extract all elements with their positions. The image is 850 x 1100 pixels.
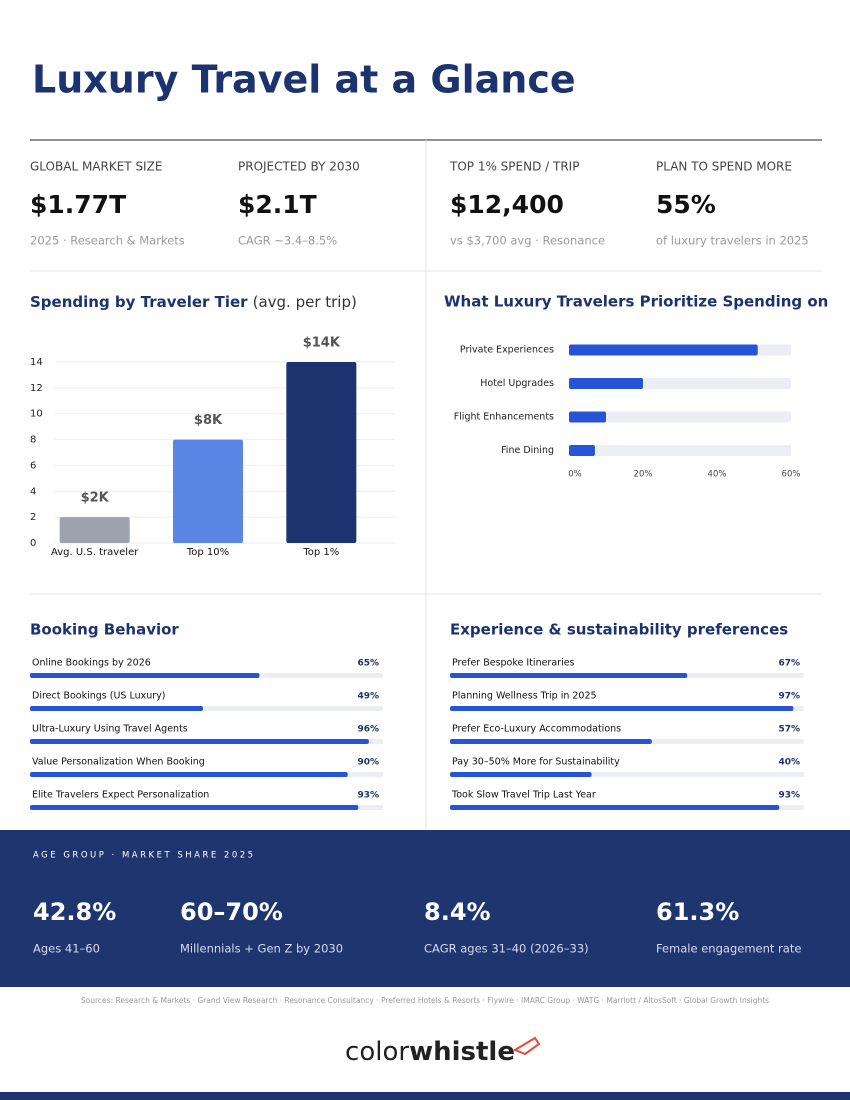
bar-track <box>569 445 791 456</box>
kpi-note: of luxury travelers in 2025 <box>656 234 809 248</box>
row-label: Prefer Eco-Luxury Accommodations <box>452 724 621 735</box>
chart-title-main: Spending by Traveler Tier <box>30 293 248 311</box>
chart-title: Booking Behavior <box>30 621 179 639</box>
bar-track <box>569 411 791 423</box>
banner-value: 42.8% <box>33 898 116 926</box>
bar <box>569 344 758 356</box>
y-tick-label: 2 <box>30 512 36 523</box>
bar <box>173 439 243 543</box>
y-tick-label: 6 <box>30 460 36 471</box>
banner <box>0 830 850 987</box>
kpi-value: $2.1T <box>238 190 317 219</box>
bar <box>30 706 203 711</box>
footer-bar <box>0 1092 850 1100</box>
x-tick-label: 40% <box>708 470 727 480</box>
value-label: 65% <box>357 659 379 669</box>
kpi-label: PROJECTED BY 2030 <box>238 160 360 174</box>
banner-value: 8.4% <box>424 898 491 926</box>
x-tick-label: Top 1% <box>302 547 339 558</box>
value-label: 49% <box>357 692 379 702</box>
chart-subtitle: (avg. per trip) <box>253 293 357 311</box>
y-tick-label: Fine Dining <box>501 445 554 456</box>
kpi-label: TOP 1% SPEND / TRIP <box>449 160 579 174</box>
bar <box>450 673 688 678</box>
y-tick-label: 14 <box>30 357 43 368</box>
y-tick-label: Hotel Upgrades <box>480 378 554 389</box>
kpi-note: vs $3,700 avg · Resonance <box>450 234 605 248</box>
kpi-note: 2025 · Research & Markets <box>30 234 185 248</box>
y-tick-label: 10 <box>30 409 43 420</box>
x-tick-label: 20% <box>634 470 653 480</box>
banner-label: Ages 41–60 <box>33 942 100 956</box>
sources: Sources: Research & Markets · Grand View… <box>81 996 769 1005</box>
bar <box>450 772 592 777</box>
kpi-value: $12,400 <box>450 190 564 219</box>
kpi-note: CAGR ~3.4–8.5% <box>238 234 337 248</box>
y-tick-label: Flight Enhancements <box>454 412 554 423</box>
bar <box>569 445 595 456</box>
bar <box>30 772 348 777</box>
y-tick-label: 0 <box>30 538 36 549</box>
banner-label: Female engagement rate <box>656 942 801 956</box>
value-label: 96% <box>357 725 379 735</box>
chart-title: Spending by Traveler Tier (avg. per trip) <box>30 293 357 311</box>
x-tick-label: 60% <box>782 470 801 480</box>
value-label: 97% <box>778 692 800 702</box>
row-label: Pay 30–50% More for Sustainability <box>452 757 620 768</box>
x-tick-label: 0% <box>568 470 582 480</box>
bar <box>30 739 369 744</box>
banner-value: 60–70% <box>180 898 283 926</box>
bar <box>569 411 606 423</box>
bar <box>30 805 359 810</box>
bar <box>450 706 794 711</box>
kpi-value: 55% <box>656 190 716 219</box>
x-tick-label: Top 10% <box>186 547 229 558</box>
chart-title: Experience & sustainability preferences <box>450 621 788 639</box>
bar <box>30 673 260 678</box>
value-label: 67% <box>778 659 800 669</box>
bar <box>286 362 357 543</box>
x-tick-label: Avg. U.S. traveler <box>51 547 139 558</box>
banner-label: Millennials + Gen Z by 2030 <box>180 942 343 956</box>
kpi-label: PLAN TO SPEND MORE <box>656 160 792 174</box>
row-label: Ultra-Luxury Using Travel Agents <box>32 724 188 735</box>
value-label: 93% <box>357 791 379 801</box>
logo: colorwhistle <box>345 1037 515 1067</box>
banner-value: 61.3% <box>656 898 739 926</box>
page-title: Luxury Travel at a Glance <box>32 58 576 102</box>
kpi-label: GLOBAL MARKET SIZE <box>30 160 162 174</box>
logo-icon <box>512 1036 541 1056</box>
banner-label: CAGR ages 31–40 (2026–33) <box>424 942 589 956</box>
value-label: $2K <box>81 491 110 506</box>
bar <box>450 805 780 810</box>
row-label: Planning Wellness Trip in 2025 <box>452 691 597 702</box>
value-label: 90% <box>357 758 379 768</box>
y-tick-label: 12 <box>30 383 43 394</box>
y-tick-label: 8 <box>30 435 36 446</box>
row-label: Elite Travelers Expect Personalization <box>32 790 209 801</box>
value-label: $8K <box>194 413 223 428</box>
banner-heading: AGE GROUP · MARKET SHARE 2025 <box>33 851 256 861</box>
row-label: Online Bookings by 2026 <box>32 658 151 669</box>
row-label: Direct Bookings (US Luxury) <box>32 691 166 702</box>
row-label: Value Personalization When Booking <box>32 757 205 768</box>
bar <box>569 378 643 389</box>
y-tick-label: 4 <box>30 486 36 497</box>
y-tick-label: Private Experiences <box>460 345 554 356</box>
value-label: 57% <box>778 725 800 735</box>
bar <box>450 739 652 744</box>
logo-part: whistle <box>409 1037 515 1067</box>
chart-title: What Luxury Travelers Prioritize Spendin… <box>444 293 828 311</box>
row-label: Took Slow Travel Trip Last Year <box>451 790 596 801</box>
value-label: 93% <box>778 791 800 801</box>
kpi-value: $1.77T <box>30 190 126 219</box>
value-label: $14K <box>303 336 341 351</box>
bar <box>59 517 130 543</box>
row-label: Prefer Bespoke Itineraries <box>452 658 575 669</box>
value-label: 40% <box>778 758 800 768</box>
logo-part: color <box>345 1037 409 1067</box>
